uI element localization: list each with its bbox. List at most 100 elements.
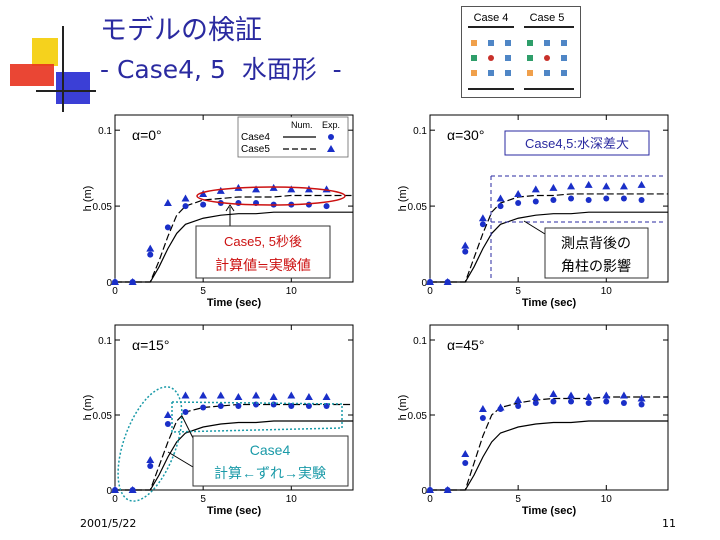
- data-point-case5: [163, 199, 172, 207]
- series-line-case4: [115, 420, 353, 491]
- y-tick-label: 0: [421, 278, 427, 289]
- deco-hline: [36, 90, 96, 92]
- legend-row-case4: Case4: [241, 132, 270, 143]
- data-point-case5: [443, 486, 452, 493]
- data-point-case5: [602, 182, 611, 190]
- data-point-case5: [426, 278, 434, 285]
- panel-label: α=15°: [132, 337, 169, 353]
- y-tick-label: 0: [106, 278, 112, 289]
- data-point-case5: [128, 486, 137, 493]
- data-point-case5: [478, 214, 487, 222]
- panel-label: α=30°: [447, 127, 484, 143]
- data-point-case4: [603, 398, 610, 405]
- data-point-case5: [287, 185, 296, 193]
- case-diagram-svg: Case 4 Case 5: [468, 12, 574, 90]
- series-line-case4: [430, 420, 668, 491]
- data-point-case5: [619, 391, 628, 399]
- x-axis-label: Time (sec): [522, 505, 577, 517]
- y-axis-label: h (m): [397, 395, 409, 421]
- data-point-case4: [182, 409, 189, 415]
- deco-red-square: [10, 64, 54, 86]
- data-point-case5: [111, 278, 119, 285]
- data-point-case5: [216, 391, 225, 399]
- annotation-a0-line1: Case5, 5秒後: [224, 234, 302, 249]
- highlight-plateau: [171, 401, 343, 433]
- data-point-case4: [568, 195, 575, 202]
- data-point-case4: [217, 403, 224, 409]
- data-point-case4: [323, 203, 330, 210]
- y-axis-label: h (m): [82, 186, 94, 212]
- data-point-case5: [549, 390, 558, 397]
- case5-station-marker: [544, 55, 550, 61]
- x-tick-label: 5: [515, 286, 521, 297]
- annotation-a15-line2: 計算←ずれ→実験: [214, 465, 326, 481]
- y-tick-label: 0: [421, 486, 427, 497]
- data-point-case5: [496, 194, 505, 202]
- series-line-case5: [115, 194, 353, 283]
- series-line-case5: [430, 396, 668, 491]
- plot-frame: [114, 324, 354, 491]
- data-point-case4: [147, 463, 154, 469]
- data-point-case4: [603, 195, 610, 202]
- data-point-case5: [322, 185, 331, 193]
- case4-station-marker: [471, 40, 477, 46]
- y-tick-label: 0.05: [93, 202, 113, 213]
- case5-station-marker: [544, 70, 550, 76]
- x-axis-label: Time (sec): [522, 297, 577, 309]
- page-number: 11: [662, 517, 676, 530]
- data-point-case5: [287, 391, 296, 399]
- annotation-arrow-a30: [523, 220, 546, 235]
- y-axis-label: h (m): [397, 186, 409, 212]
- data-point-case5: [252, 391, 261, 399]
- data-point-case5: [584, 393, 593, 400]
- plot-frame: [429, 324, 669, 491]
- data-point-case5: [146, 244, 155, 252]
- x-tick-label: 0: [112, 286, 118, 297]
- annotation-a0-line2: 計算値≒実験値: [215, 257, 311, 273]
- legend-row-case5: Case5: [241, 144, 270, 155]
- case5-station-marker: [561, 70, 567, 76]
- slide-subtitle: - Case4, 5 水面形 -: [100, 55, 342, 84]
- data-point-case4: [200, 201, 207, 208]
- series-legend: Num. Exp. Case4 Case5: [237, 116, 349, 158]
- data-point-case4: [182, 203, 189, 210]
- data-point-case4: [270, 401, 277, 408]
- data-point-case5: [531, 185, 540, 193]
- x-tick-label: 5: [200, 494, 206, 505]
- deco-blue-square: [56, 72, 90, 104]
- case4-station-marker: [471, 55, 477, 61]
- x-tick-label: 5: [515, 494, 521, 505]
- case4-station-marker: [488, 40, 494, 46]
- annotation-a30-top: Case4,5:水深差大: [525, 136, 629, 151]
- data-point-case4: [479, 221, 486, 228]
- data-point-case5: [602, 391, 611, 399]
- chart-alpha-30: 0 5 10 0 0.05 0.1 Time (sec) h (m) α=30°: [397, 114, 669, 309]
- annotation-a30-line2: 角柱の影響: [561, 258, 631, 274]
- data-point-case4: [585, 197, 592, 204]
- data-point-case5: [514, 189, 523, 197]
- data-point-case5: [496, 403, 505, 411]
- data-point-case4: [462, 460, 469, 466]
- data-point-case5: [304, 393, 313, 400]
- data-point-case4: [164, 421, 171, 427]
- data-point-case4: [515, 200, 522, 207]
- case4-station-marker: [505, 40, 511, 46]
- data-point-case5: [269, 393, 278, 400]
- data-point-case5: [514, 396, 523, 403]
- data-point-case4: [305, 403, 312, 409]
- case4-station-marker: [505, 70, 511, 76]
- data-point-case4: [620, 400, 627, 406]
- data-point-case5: [567, 182, 576, 190]
- data-point-case4: [164, 224, 171, 231]
- y-tick-label: 0.05: [408, 411, 428, 422]
- annotation-box-a0: [195, 225, 331, 279]
- data-point-case4: [479, 415, 486, 421]
- y-axis-label: h (m): [82, 395, 94, 421]
- data-point-case4: [147, 251, 154, 258]
- data-point-case5: [461, 450, 470, 457]
- data-point-case5: [216, 186, 225, 194]
- legend-col-num: Num.: [291, 120, 313, 130]
- panel-label: α=0°: [132, 127, 162, 143]
- deco-vline: [62, 26, 64, 112]
- data-point-case4: [568, 398, 575, 405]
